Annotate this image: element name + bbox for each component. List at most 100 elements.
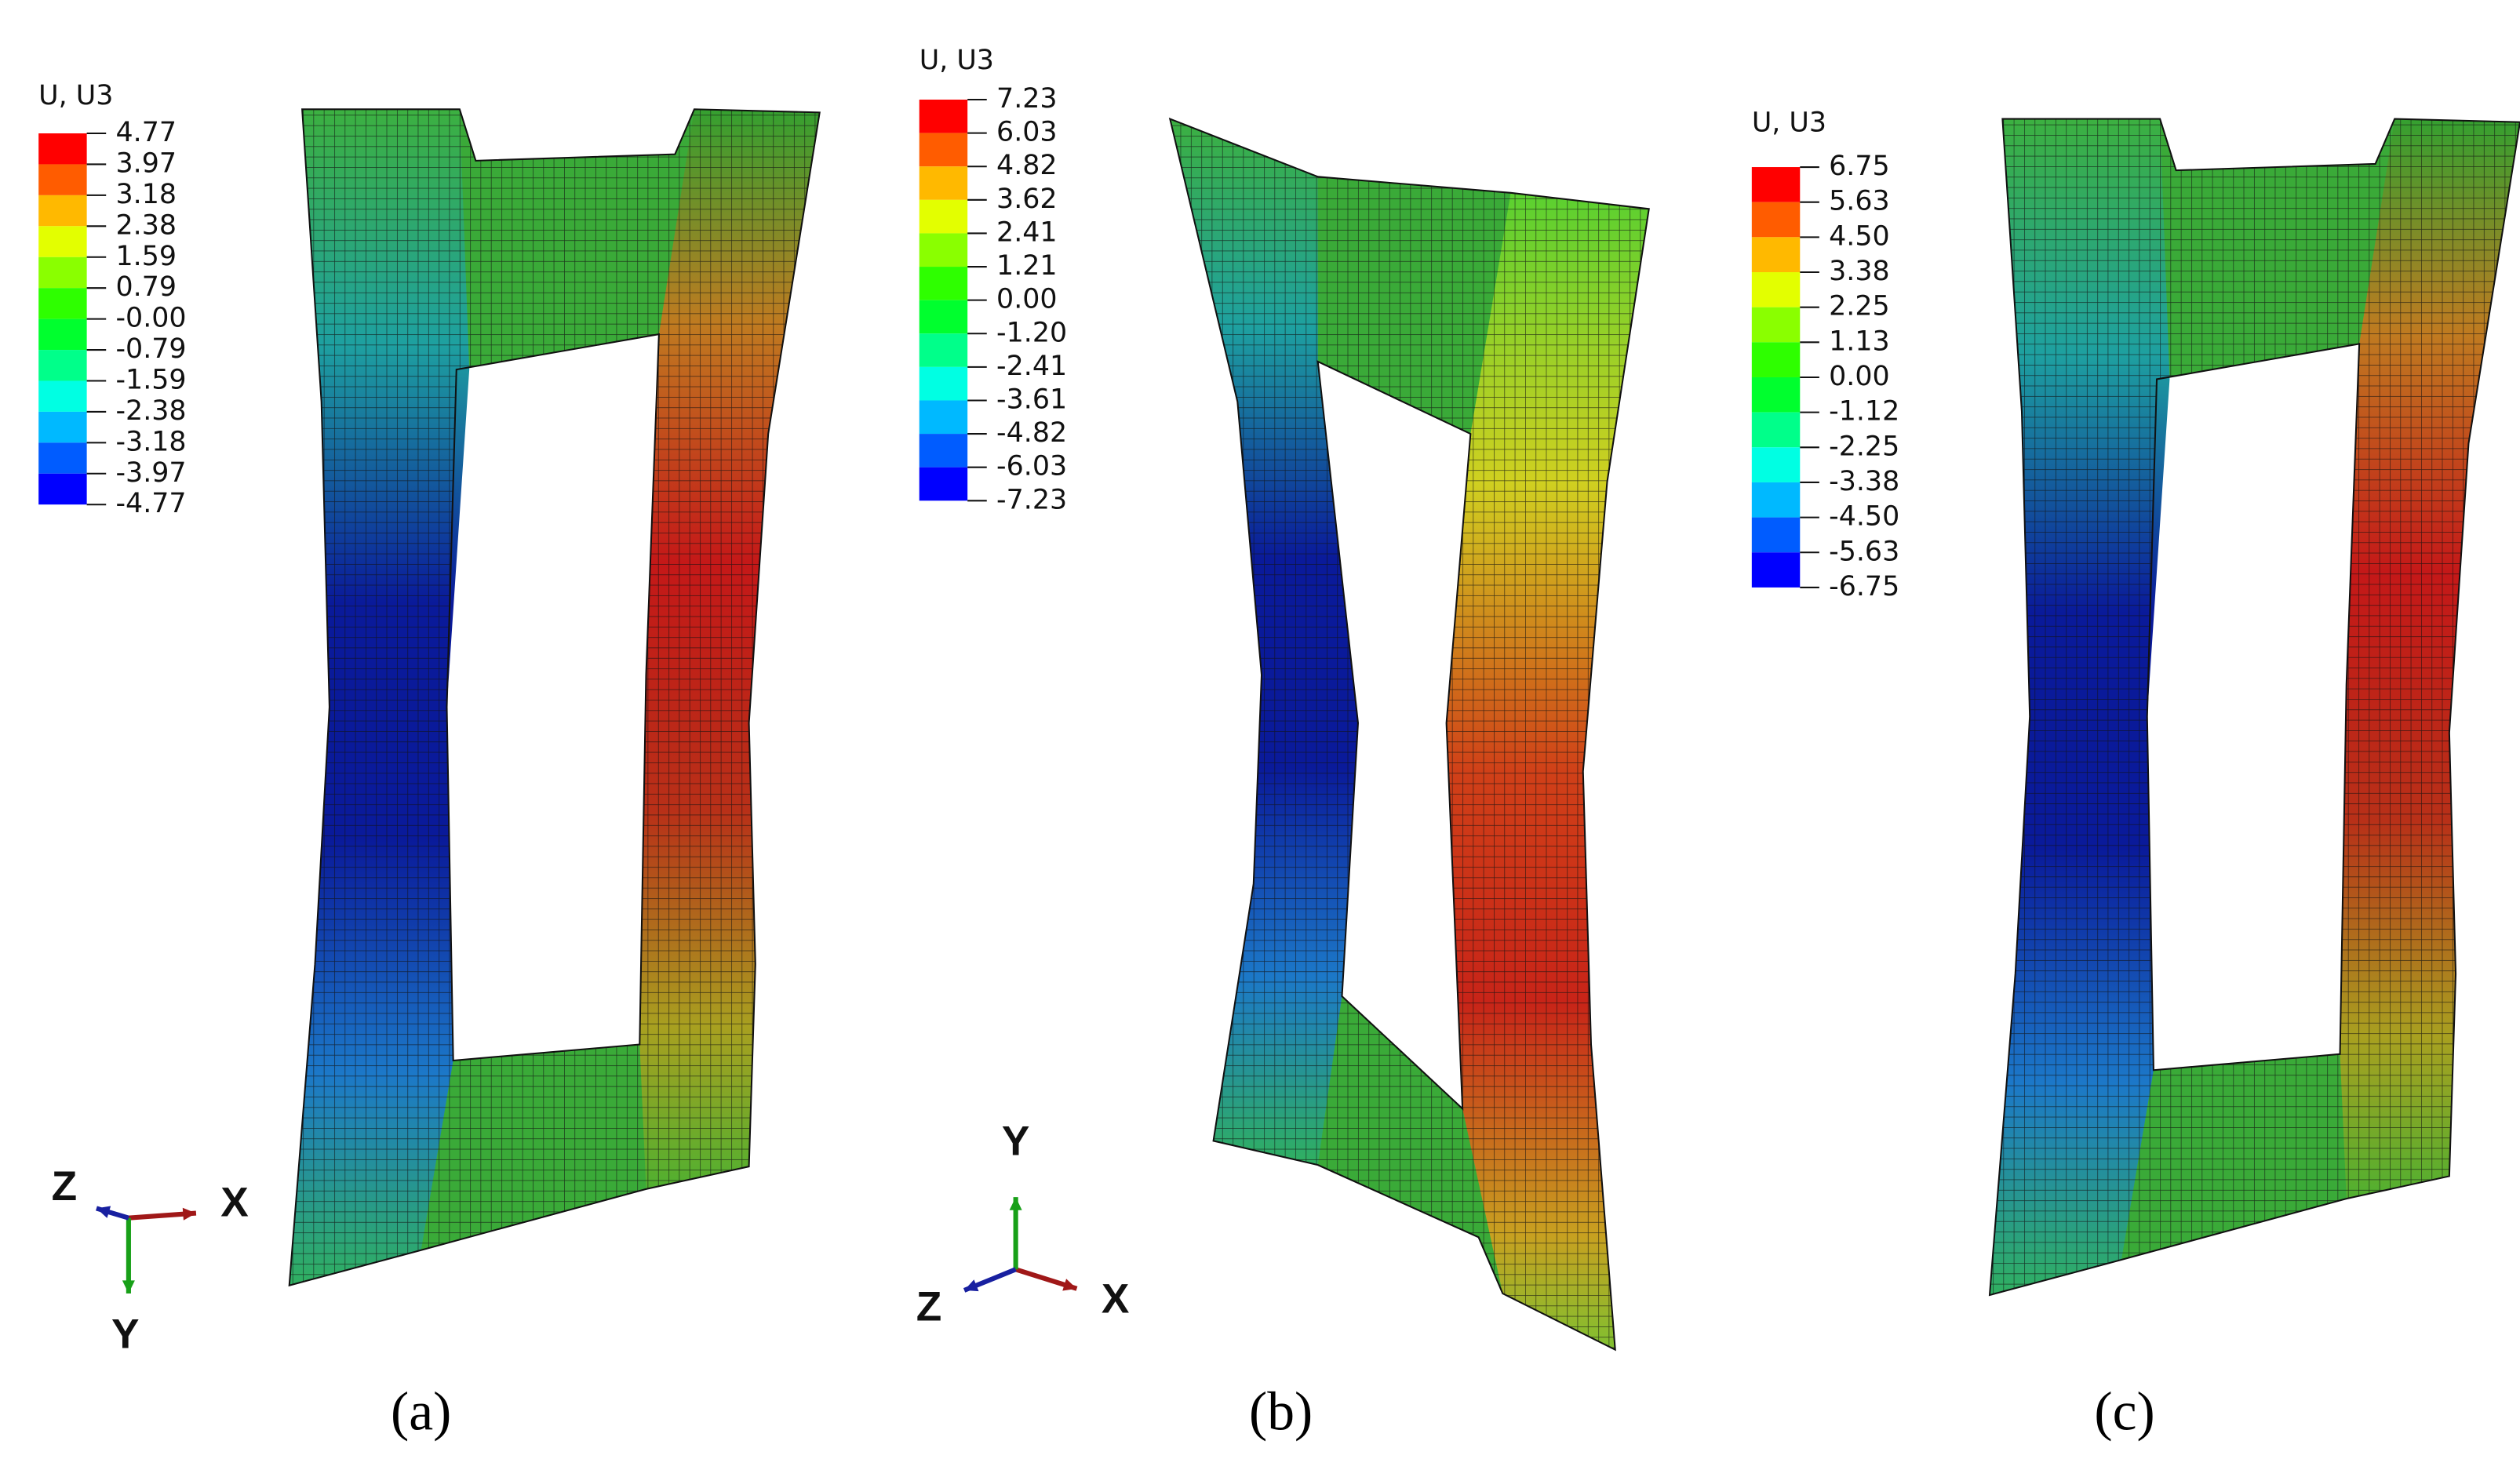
triad-arrowhead — [122, 1280, 135, 1294]
legend-label: 0.00 — [996, 284, 1058, 315]
legend-label: 3.62 — [996, 184, 1058, 215]
legend-label: -1.59 — [115, 364, 186, 395]
legend-swatch — [1751, 377, 1801, 413]
legends: U, U34.773.973.182.381.590.79-0.00-0.79-… — [38, 45, 2155, 1443]
legend-swatch — [1751, 202, 1801, 238]
legend-swatch — [1751, 307, 1801, 343]
legend-label: 6.75 — [1829, 151, 1890, 182]
legend-swatch — [38, 164, 87, 195]
triad-label: X — [1102, 1275, 1130, 1322]
legend-label: 1.59 — [115, 241, 177, 272]
triad-arrowhead — [1009, 1197, 1022, 1210]
legend-swatch — [38, 133, 87, 165]
legend-label: -0.79 — [115, 333, 186, 365]
triad-arrowhead — [964, 1279, 979, 1292]
triad-label: X — [220, 1179, 249, 1225]
triad-label: Z — [916, 1284, 942, 1330]
legend-label: 2.25 — [1829, 291, 1890, 322]
legend-label: -4.50 — [1829, 501, 1899, 533]
legend-label: 2.38 — [115, 209, 177, 241]
legend-swatch — [919, 233, 968, 267]
deformed-part — [288, 108, 821, 1287]
legend-swatch — [919, 434, 968, 468]
legend-label: -0.00 — [115, 303, 186, 334]
legend-swatch — [38, 288, 87, 319]
legend-label: -3.61 — [996, 384, 1067, 415]
outline — [1168, 117, 1650, 1352]
legend-swatch — [919, 100, 968, 133]
legend-swatch — [1751, 167, 1801, 202]
mesh — [289, 109, 820, 1286]
legend-label: 5.63 — [1829, 186, 1890, 217]
legend-label: -4.82 — [996, 417, 1067, 449]
legend-label: 4.82 — [996, 150, 1058, 181]
legend-label: 4.77 — [115, 117, 177, 148]
caption: (c) — [2094, 1382, 2154, 1443]
legend-label: -3.38 — [1829, 466, 1899, 497]
triad-arrowhead — [182, 1207, 196, 1221]
legend-swatch — [38, 318, 87, 351]
legend-swatch — [38, 195, 87, 227]
legend-swatch — [38, 442, 87, 474]
mesh — [1990, 118, 2520, 1296]
legend-label: -5.63 — [1829, 536, 1899, 567]
legend-swatch — [1751, 517, 1801, 553]
legend-swatch — [1751, 482, 1801, 518]
legend-title: U, U3 — [920, 45, 994, 76]
legend-swatch — [38, 226, 87, 257]
mesh — [1170, 118, 1649, 1350]
legend-label: -1.20 — [996, 317, 1067, 348]
triad-label: Z — [52, 1163, 78, 1210]
legend-swatch — [919, 467, 968, 501]
legend-swatch — [38, 380, 87, 412]
legend-label: 1.21 — [996, 250, 1058, 282]
legend-swatch — [919, 333, 968, 367]
legend-swatch — [919, 267, 968, 300]
caption: (a) — [391, 1382, 451, 1443]
legend-label: -1.12 — [1829, 396, 1899, 428]
legend-label: -4.77 — [115, 488, 186, 519]
legend-label: 3.18 — [115, 179, 177, 210]
legend-label: -2.41 — [996, 351, 1067, 382]
triad-label: Y — [1002, 1119, 1030, 1165]
legend-label: -6.03 — [996, 451, 1067, 482]
legend-swatch — [1751, 237, 1801, 273]
legend-title: U, U3 — [1752, 107, 1826, 139]
legend-swatch — [919, 166, 968, 200]
legend-label: -2.25 — [1829, 431, 1899, 462]
legend-label: 3.38 — [1829, 256, 1890, 287]
legend-label: 2.41 — [996, 216, 1058, 248]
legend-swatch — [919, 133, 968, 167]
legend-swatch — [919, 400, 968, 435]
outline — [288, 108, 821, 1287]
legend-label: -7.23 — [996, 484, 1067, 515]
legend-swatch — [919, 300, 968, 334]
caption: (b) — [1249, 1382, 1313, 1443]
legend-swatch — [38, 350, 87, 381]
legend-label: 0.79 — [115, 271, 177, 303]
outline — [1988, 118, 2520, 1297]
legend-label: -3.18 — [115, 426, 186, 457]
legend-swatch — [38, 411, 87, 443]
contour-plots — [288, 108, 2520, 1352]
legend-label: 1.13 — [1829, 326, 1890, 357]
legend-swatch — [1751, 272, 1801, 307]
triad-label: Y — [111, 1311, 140, 1357]
triad-arrowhead — [96, 1206, 111, 1218]
legend-label: -6.75 — [1829, 571, 1899, 602]
legend-label: 6.03 — [996, 117, 1058, 148]
legend-swatch — [38, 473, 87, 505]
deformed-part — [1988, 118, 2520, 1297]
legend-title: U, U3 — [38, 80, 113, 111]
legend-swatch — [1751, 342, 1801, 377]
legend-label: 0.00 — [1829, 361, 1890, 392]
legend-label: -2.38 — [115, 395, 186, 427]
deformed-part — [1168, 117, 1650, 1352]
legend-swatch — [919, 366, 968, 401]
legend-swatch — [38, 257, 87, 289]
legend-swatch — [1751, 552, 1801, 588]
legend-label: -3.97 — [115, 457, 186, 489]
legend-label: 3.97 — [115, 147, 177, 179]
